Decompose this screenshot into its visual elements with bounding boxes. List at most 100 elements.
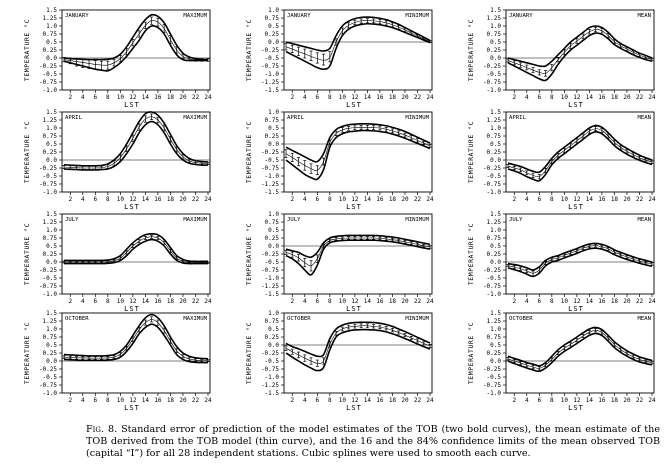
ci-marker <box>181 354 185 359</box>
ci-marker <box>384 127 388 132</box>
ci-marker <box>625 351 629 356</box>
ci-marker <box>87 260 91 264</box>
x-tick-label: 12 <box>129 196 137 203</box>
y-tick-label: 0.75 <box>43 334 58 341</box>
ci-marker <box>125 250 129 255</box>
y-axis-label: TEMPERATURE °C <box>467 223 475 285</box>
x-tick-label: 18 <box>611 196 619 203</box>
x-tick-label: 22 <box>636 196 644 203</box>
y-tick-label: -1.0 <box>487 87 502 94</box>
x-tick-label: 6 <box>315 94 319 101</box>
x-tick-label: 8 <box>550 196 554 203</box>
ci-marker <box>637 357 641 362</box>
ci-marker <box>531 270 535 277</box>
ci-marker <box>390 128 394 134</box>
x-axis-label: LST <box>124 101 140 109</box>
y-tick-label: 0.5 <box>268 23 279 30</box>
y-tick-label: -1.5 <box>265 390 280 397</box>
x-tick-label: 2 <box>512 298 516 305</box>
ci-marker <box>340 236 344 240</box>
ci-marker <box>290 348 294 355</box>
x-tick-label: 22 <box>192 196 200 203</box>
x-tick-label: 22 <box>414 397 422 404</box>
se-curve-lower-bound <box>507 32 653 82</box>
x-axis-label: LST <box>124 305 140 313</box>
plot-frame <box>61 312 211 394</box>
ci-marker <box>581 334 585 338</box>
plot-frame <box>505 213 655 295</box>
ci-marker <box>650 360 654 365</box>
x-tick-label: 20 <box>401 94 409 101</box>
panel-october-maximum: -1.0-0.75-0.5-0.250.00.250.50.751.01.251… <box>23 310 212 412</box>
se-curve-lower-bound <box>507 131 653 182</box>
y-tick-label: 0.0 <box>46 157 57 164</box>
ci-marker <box>428 344 432 348</box>
ci-marker <box>556 256 560 260</box>
panel-month-label: OCTOBER <box>65 316 89 322</box>
x-tick-label: 20 <box>401 298 409 305</box>
y-tick-label: -0.5 <box>487 173 502 180</box>
se-curve-upper-bound <box>507 124 653 174</box>
panel-october-mean: -1.0-0.75-0.5-0.250.00.250.50.751.01.251… <box>467 310 656 412</box>
x-tick-label: 22 <box>192 298 200 305</box>
ci-marker <box>625 47 629 52</box>
plot-frame <box>283 312 433 394</box>
ci-marker <box>631 257 635 261</box>
x-tick-label: 8 <box>550 397 554 404</box>
ci-marker <box>631 50 635 55</box>
ci-marker <box>409 241 413 245</box>
ci-marker <box>156 319 160 326</box>
ci-marker <box>303 258 307 268</box>
y-tick-label: -1.0 <box>43 189 58 196</box>
x-tick-label: 16 <box>376 397 384 404</box>
ci-marker <box>569 143 573 148</box>
x-tick-label: 8 <box>550 94 554 101</box>
x-tick-label: 18 <box>389 397 397 404</box>
x-tick-label: 24 <box>426 298 434 305</box>
x-tick-label: 24 <box>204 94 212 101</box>
ci-marker <box>415 138 419 143</box>
ci-marker <box>175 348 179 354</box>
y-tick-label: 0.5 <box>268 227 279 234</box>
x-tick-label: 14 <box>586 298 594 305</box>
panel-july-mean: -1.0-0.75-0.5-0.250.00.250.50.751.01.251… <box>467 211 656 313</box>
y-axis-label: TEMPERATURE °C <box>467 121 475 183</box>
ci-marker <box>612 250 616 254</box>
mean-estimate-curve <box>63 20 209 66</box>
y-tick-label: -0.75 <box>39 283 57 290</box>
x-tick-label: 12 <box>129 397 137 404</box>
x-tick-label: 18 <box>611 94 619 101</box>
y-tick-label: 1.0 <box>490 326 501 333</box>
ci-marker <box>544 363 548 368</box>
ci-marker <box>106 356 110 360</box>
ci-marker <box>75 260 79 264</box>
y-tick-label: 1.25 <box>43 318 58 325</box>
x-tick-label: 2 <box>512 196 516 203</box>
x-tick-label: 8 <box>328 196 332 203</box>
x-axis-label: LST <box>346 101 362 109</box>
y-tick-label: 0.25 <box>265 31 280 38</box>
ci-marker <box>556 152 560 158</box>
ci-marker <box>187 158 191 163</box>
ci-marker <box>409 31 413 35</box>
ci-marker <box>537 174 541 180</box>
plot-frame <box>61 213 211 295</box>
ci-marker <box>118 352 122 357</box>
y-tick-label: 0.0 <box>268 141 279 148</box>
y-tick-label: -0.5 <box>487 71 502 78</box>
ci-marker <box>569 251 573 255</box>
ci-marker <box>303 354 307 362</box>
x-tick-label: 18 <box>167 94 175 101</box>
y-tick-label: -1.5 <box>265 87 280 94</box>
mean-estimate-curve <box>64 236 208 263</box>
x-tick-label: 10 <box>561 94 569 101</box>
mean-estimate-curve <box>507 128 653 178</box>
x-tick-label: 24 <box>426 196 434 203</box>
y-tick-label: 0.75 <box>487 235 502 242</box>
x-tick-label: 14 <box>364 196 372 203</box>
ci-marker <box>125 48 129 56</box>
ci-marker <box>397 330 401 335</box>
y-tick-label: -1.0 <box>43 291 58 298</box>
ci-marker <box>422 37 426 41</box>
x-tick-label: 4 <box>303 298 307 305</box>
